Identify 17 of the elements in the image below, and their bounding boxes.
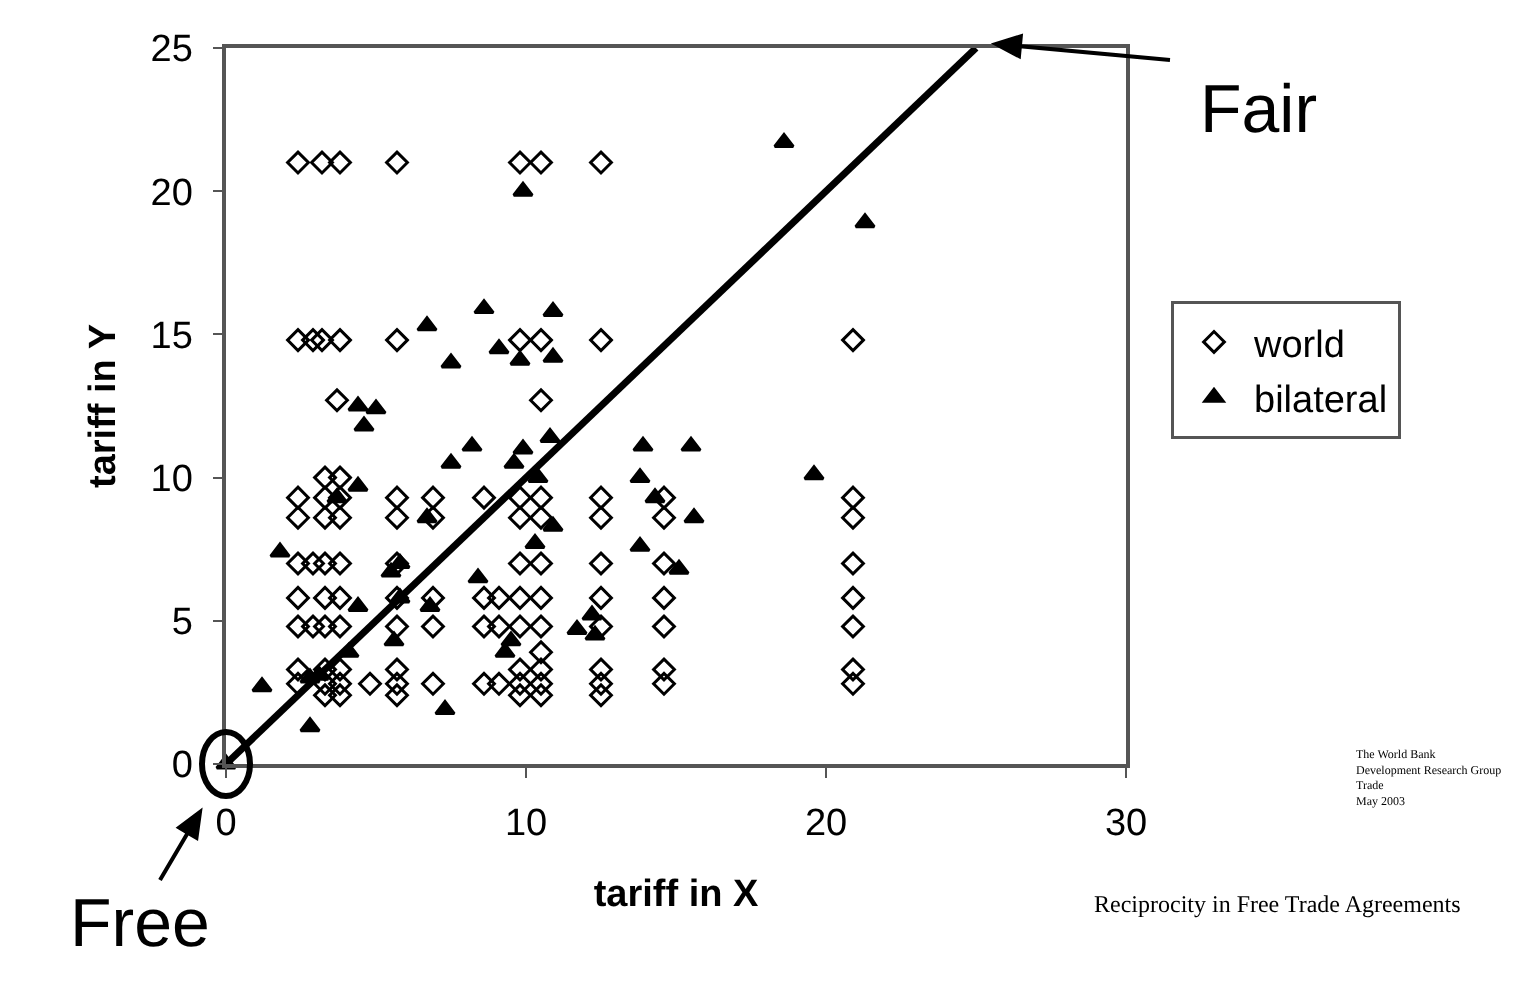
y-tick-label: 5 [171, 602, 193, 645]
x-tick-label: 20 [804, 803, 848, 846]
y-tick-label: 10 [150, 458, 193, 501]
x-axis-title: tariff in X [593, 873, 759, 916]
legend-label: world [1252, 324, 1345, 367]
text: Free [70, 886, 210, 962]
y-tick-label: 20 [150, 172, 193, 215]
y-tick-label: 15 [150, 315, 193, 358]
x-tick-label: 30 [1104, 803, 1148, 846]
x-tick-label: 0 [215, 803, 237, 846]
text: Fair [1200, 72, 1318, 148]
y-tick-label: 25 [150, 29, 193, 72]
text: Reciprocity in Free Trade Agreements [1094, 890, 1462, 918]
x-tick-label: 10 [504, 803, 548, 846]
legend-label: bilateral [1254, 380, 1388, 423]
y-tick-label: 0 [171, 745, 193, 788]
y-axis-title: tariff in Y [83, 323, 126, 488]
